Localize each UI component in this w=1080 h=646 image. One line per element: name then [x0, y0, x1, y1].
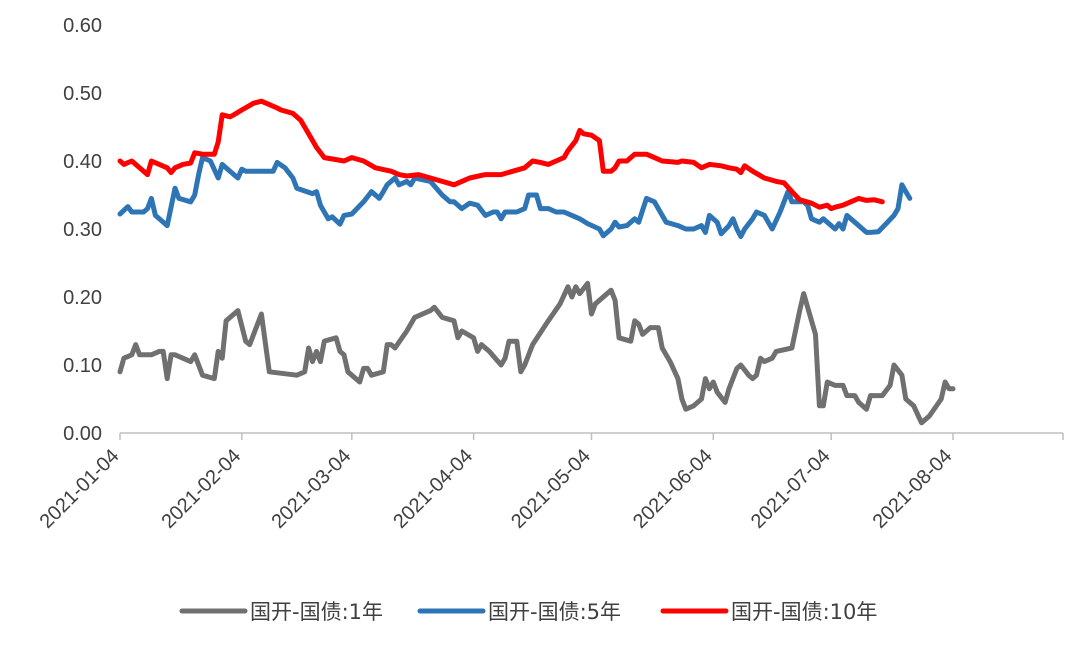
x-tick-label: 2021-01-04 — [36, 445, 124, 533]
y-tick-label: 0.20 — [63, 287, 102, 309]
y-axis-ticks: 0.00 0.10 0.20 0.30 0.40 0.50 0.60 — [63, 15, 102, 445]
series-line-3 — [117, 98, 885, 212]
x-tick-label: 2021-08-04 — [869, 445, 957, 533]
x-axis: 2021-01-04 2021-02-04 2021-03-04 2021-04-04… — [36, 432, 1064, 533]
x-tick-label: 2021-03-04 — [267, 445, 355, 533]
legend: 国开-国债:1年 国开-国债:5年 国开-国债:10年 — [179, 600, 877, 624]
y-tick-label: 0.40 — [63, 151, 102, 173]
legend-label-3: 国开-国债:10年 — [731, 600, 877, 624]
x-tick-label: 2021-05-04 — [507, 445, 595, 533]
y-tick-label: 0.30 — [63, 219, 102, 241]
x-tick-label: 2021-06-04 — [629, 445, 717, 533]
x-tick-label: 2021-04-04 — [389, 445, 477, 533]
series-line-2 — [117, 155, 913, 239]
legend-label-1: 国开-国债:1年 — [250, 600, 383, 624]
y-tick-label: 0.50 — [63, 83, 102, 105]
y-tick-label: 0.10 — [63, 355, 102, 377]
x-tick-label: 2021-07-04 — [747, 445, 835, 533]
series-line-1 — [117, 280, 956, 426]
legend-label-2: 国开-国债:5年 — [488, 600, 621, 624]
series-lines — [117, 98, 956, 426]
y-tick-label: 0.00 — [63, 423, 102, 445]
y-tick-label: 0.60 — [63, 15, 102, 37]
x-tick-label: 2021-02-04 — [157, 445, 245, 533]
